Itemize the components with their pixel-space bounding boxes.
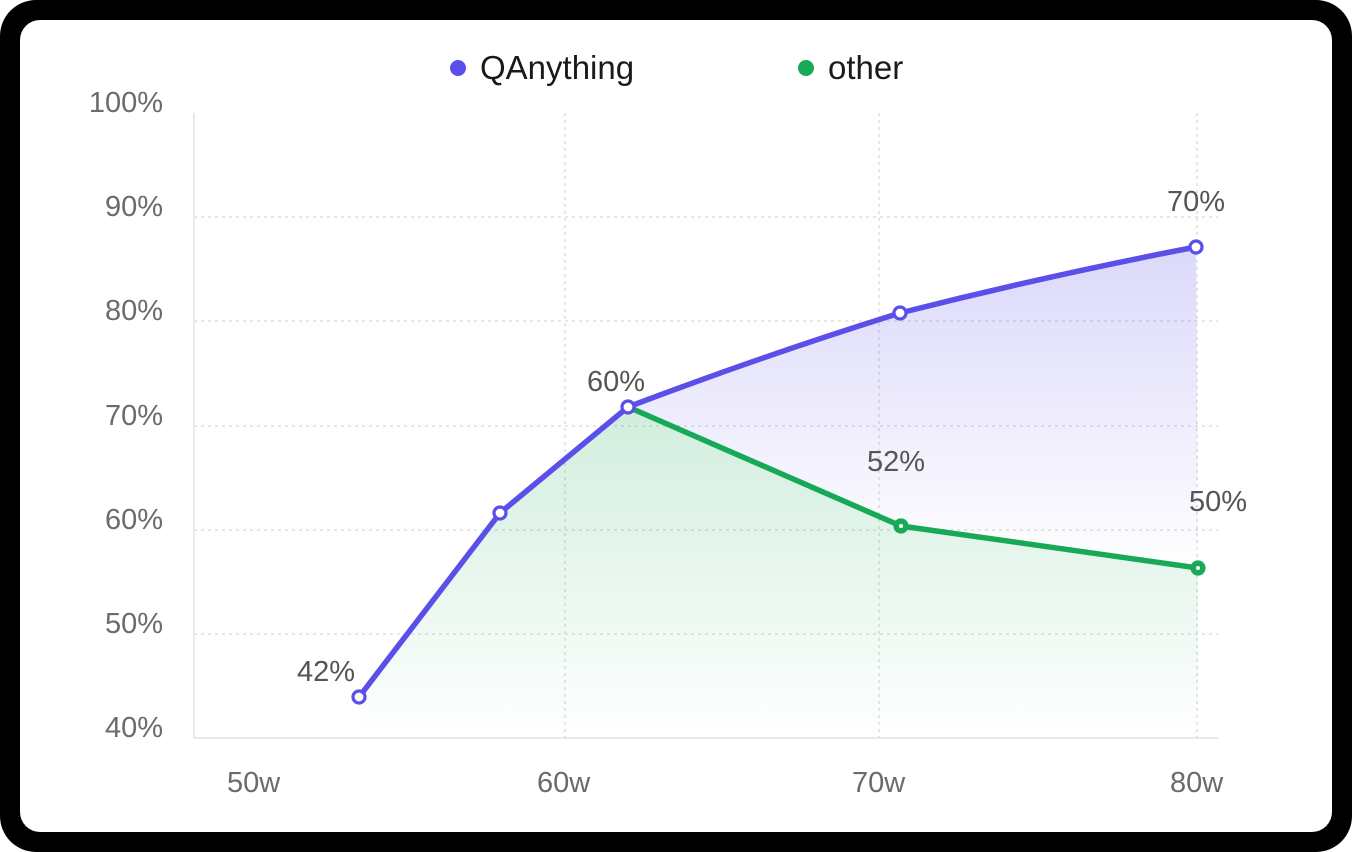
svg-text:60%: 60% bbox=[587, 366, 645, 398]
svg-text:70%: 70% bbox=[1167, 186, 1225, 218]
svg-text:42%: 42% bbox=[297, 656, 355, 688]
svg-text:50%: 50% bbox=[1189, 486, 1247, 518]
svg-text:52%: 52% bbox=[867, 446, 925, 478]
